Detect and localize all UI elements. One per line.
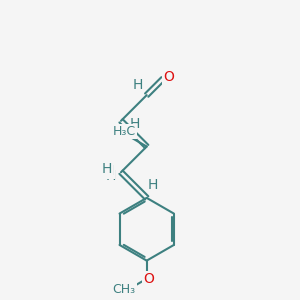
Text: O: O — [164, 70, 174, 84]
Text: O: O — [143, 272, 154, 286]
Text: H₃C: H₃C — [113, 125, 136, 138]
Text: H: H — [132, 78, 142, 92]
Text: H: H — [130, 117, 140, 131]
Text: H: H — [106, 169, 116, 183]
Text: H: H — [103, 164, 114, 178]
Text: CH₃: CH₃ — [112, 283, 136, 296]
Text: H: H — [148, 178, 158, 192]
Text: H: H — [102, 162, 112, 176]
